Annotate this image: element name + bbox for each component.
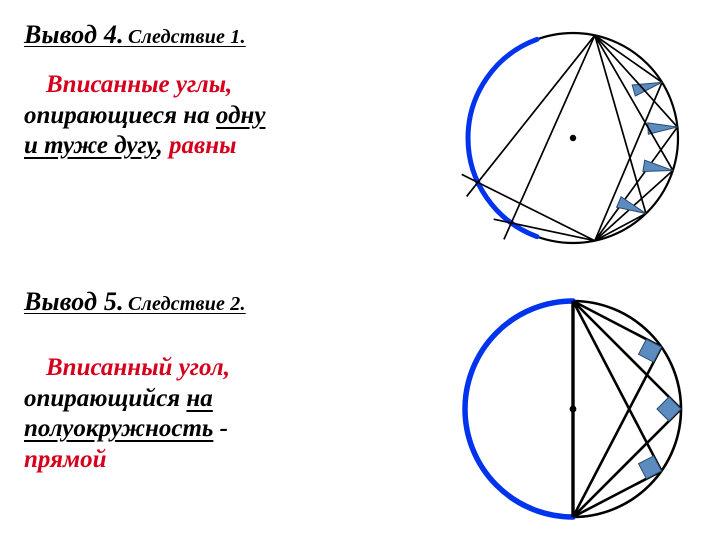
heading-num: Вывод 4.	[24, 20, 124, 49]
b1-line2b: одну	[216, 102, 266, 129]
b1-line1: Вписанные углы,	[46, 71, 232, 98]
diagram-2	[451, 287, 696, 532]
block-1: Вывод 4. Следствие 1. Вписанные углы, оп…	[24, 20, 696, 265]
heading-sub: Следствие 2.	[128, 293, 246, 315]
block2-heading: Вывод 5. Следствие 2.	[24, 287, 439, 317]
block2-body: Вписанный угол, опирающийся на полуокруж…	[24, 353, 439, 475]
b1-line2a: опирающиеся на	[24, 102, 216, 129]
b2-line2a: опирающийся	[24, 385, 186, 412]
b2-line3u: полуокружность	[24, 415, 213, 442]
b2-line4r: прямой	[24, 446, 106, 473]
b1-line3c: ,	[157, 132, 170, 159]
heading-num: Вывод 5.	[24, 287, 124, 316]
block1-heading: Вывод 4. Следствие 1.	[24, 20, 439, 50]
b1-line3u: и туже дугу	[24, 132, 157, 159]
block1-body: Вписанные углы, опирающиеся на одну и ту…	[24, 70, 439, 162]
block1-text: Вывод 4. Следствие 1. Вписанные углы, оп…	[24, 20, 439, 162]
block-2: Вывод 5. Следствие 2. Вписанный угол, оп…	[24, 287, 696, 532]
block2-text: Вывод 5. Следствие 2. Вписанный угол, оп…	[24, 287, 439, 475]
diagram-1	[451, 20, 696, 265]
b2-line3d: -	[213, 415, 228, 442]
b2-line2b: на	[186, 385, 212, 412]
b2-line1: Вписанный угол,	[46, 354, 230, 381]
heading-sub: Следствие 1.	[128, 26, 246, 48]
block1-diagram	[451, 20, 696, 265]
b1-line3r: равны	[169, 132, 236, 159]
block2-diagram	[451, 287, 696, 532]
